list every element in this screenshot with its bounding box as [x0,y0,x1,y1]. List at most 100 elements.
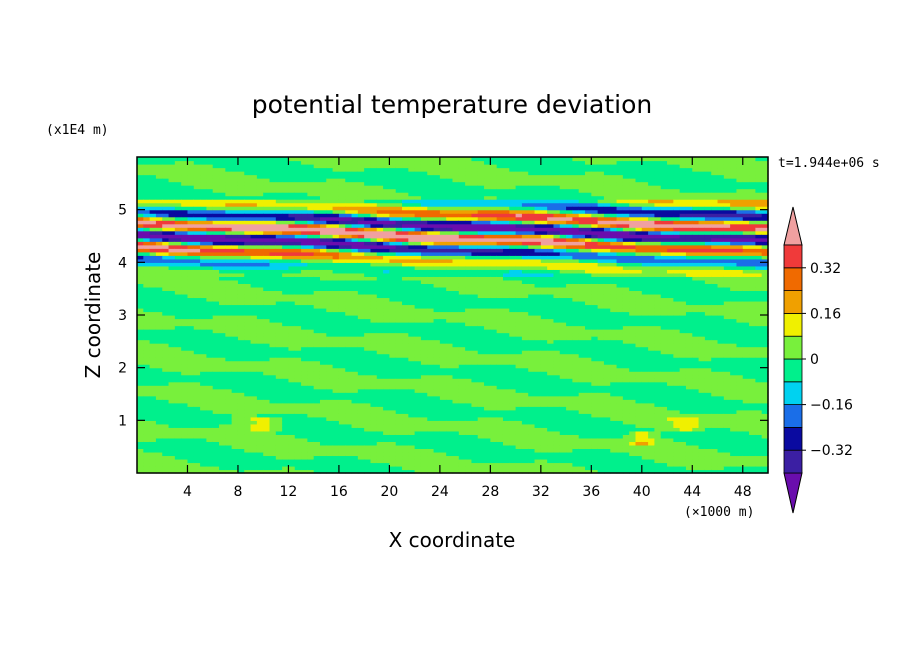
field-cell [237,311,245,316]
field-cell [471,251,479,256]
field-cell [174,353,182,358]
field-cell [357,395,365,400]
field-cell [174,371,182,376]
field-cell [383,269,390,274]
field-cell [389,360,397,365]
field-cell [414,399,422,404]
field-cell [376,286,384,292]
field-cell [307,437,315,442]
field-cell [275,406,283,411]
field-cell [237,374,245,379]
field-cell [370,188,378,193]
field-cell [427,290,435,295]
field-cell [282,269,290,274]
field-cell [465,329,473,334]
field-cell [420,364,428,369]
field-cell [446,336,454,341]
field-cell [351,462,359,467]
field-cell [332,234,340,239]
field-cell [395,269,403,274]
field-cell [237,395,245,400]
field-cell [471,434,479,439]
field-cell [364,216,372,221]
field-cell [357,381,365,386]
field-cell [477,307,485,313]
field-cell [439,304,447,309]
field-cell [231,297,239,302]
field-cell [149,444,157,450]
field-cell [446,220,454,225]
field-cell [193,199,201,204]
field-cell [294,364,302,369]
field-cell [370,451,378,457]
field-cell [187,185,195,190]
field-cell [389,353,397,358]
field-cell [294,265,302,270]
field-cell [143,437,151,442]
field-cell [168,171,176,176]
field-cell [439,371,447,376]
field-cell [149,409,157,414]
field-cell [376,255,384,260]
field-cell [181,290,189,295]
field-cell [250,255,258,260]
field-cell [294,392,302,397]
field-cell [219,174,226,179]
field-cell [149,213,157,218]
field-cell [332,329,340,334]
field-cell [250,364,258,369]
field-cell [212,223,220,228]
field-cell [326,364,334,369]
field-cell [162,374,170,379]
field-cell [288,395,296,400]
field-cell [155,409,163,414]
field-cell [319,451,327,457]
field-cell [313,336,321,341]
field-cell [288,209,296,214]
field-cell [137,441,144,446]
field-cell [244,430,252,435]
field-cell [237,385,245,390]
field-cell [357,315,365,320]
field-cell [414,251,422,256]
field-cell [307,399,315,404]
field-cell [351,188,359,193]
field-cell [269,272,277,277]
field-cell [313,402,321,407]
field-cell [319,392,327,397]
field-cell [168,458,176,464]
field-cell [269,213,277,218]
field-cell [149,272,157,277]
field-cell [200,199,208,204]
field-cell [244,416,252,421]
field-cell [338,322,346,327]
field-cell [206,346,214,351]
field-cell [301,353,308,358]
field-cell [446,339,454,344]
field-cell [231,381,239,386]
field-cell [282,293,290,299]
field-cell [237,164,245,169]
field-cell [244,406,252,411]
field-cell [402,297,409,302]
field-cell [326,413,334,418]
field-cell [345,293,353,299]
field-cell [301,357,308,362]
field-cell [301,244,308,249]
field-cell [319,420,327,425]
field-cell [275,283,283,288]
field-cell [237,220,245,225]
field-cell [155,353,163,358]
field-cell [193,192,201,197]
field-cell [206,293,214,299]
field-cell [168,248,176,253]
field-cell [446,185,454,190]
field-cell [376,171,384,176]
field-cell [137,385,144,390]
field-cell [338,276,346,281]
field-cell [465,283,473,288]
field-cell [446,244,454,249]
field-cell [168,185,176,190]
field-cell [370,385,378,390]
field-cell [212,343,220,348]
